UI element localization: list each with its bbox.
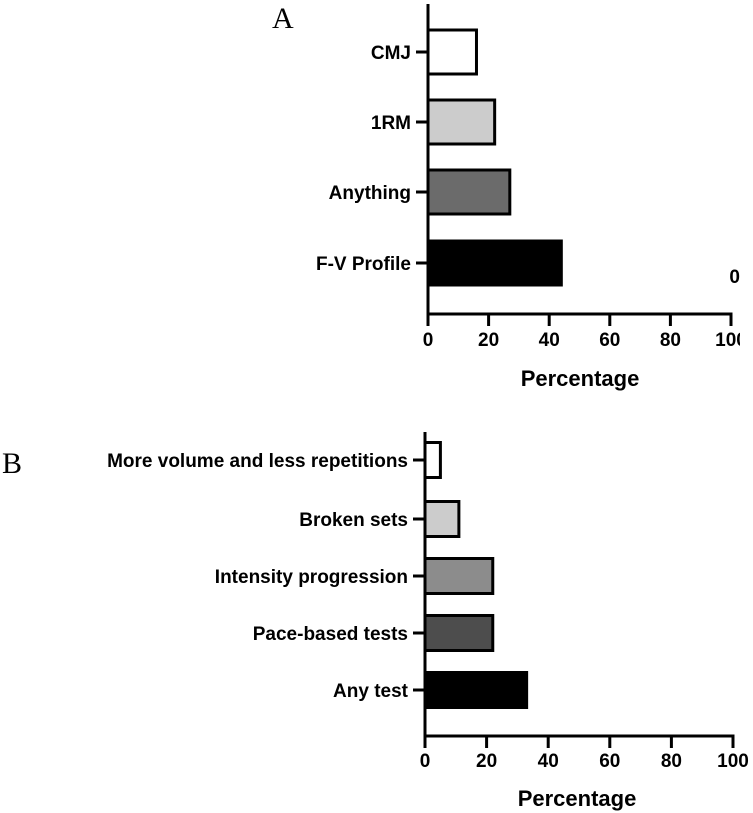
x-tick-label-b-3: 60: [599, 751, 620, 772]
category-label-b-1: Broken sets: [299, 510, 408, 531]
bar-b-3: [423, 614, 495, 652]
chart-panel-a: A CMJ 1RM Anything F-V Profile 0 20 40 60 80 100 P…: [272, 2, 747, 391]
bar-a-2: [426, 168, 512, 216]
x-tick-label-a-3: 60: [599, 330, 620, 351]
x-tick-label-b-5: 100: [717, 751, 749, 772]
panel-letter-a: A: [272, 2, 294, 35]
bar-a-1: [426, 98, 497, 146]
bar-b-1: [423, 500, 461, 538]
x-tick-label-b-4: 80: [661, 751, 682, 772]
chart-panel-b: B More volume and less repetitions Broken…: [2, 432, 749, 811]
x-tick-label-a-1: 20: [478, 330, 499, 351]
bar-b-2: [423, 557, 495, 595]
x-tick-label-a-0: 0: [423, 330, 434, 351]
category-label-a-0: CMJ: [371, 43, 411, 64]
bar-a-3: [426, 239, 563, 287]
bar-a-0: [426, 28, 478, 76]
x-tick-label-b-0: 0: [420, 751, 431, 772]
x-tick-label-a-4: 80: [660, 330, 681, 351]
x-tick-label-a-5: 100: [715, 330, 747, 351]
x-tick-label-b-2: 40: [538, 751, 559, 772]
panel-letter-b: B: [2, 447, 22, 480]
category-label-a-3: F-V Profile: [316, 254, 411, 275]
x-tick-label-a-2: 40: [539, 330, 560, 351]
category-label-b-2: Intensity progression: [215, 567, 408, 588]
stray-tick-label: 0: [729, 267, 740, 288]
x-tick-label-b-1: 20: [476, 751, 497, 772]
bar-b-0: [423, 441, 442, 479]
x-axis-title-a: Percentage: [521, 366, 640, 391]
category-label-b-0: More volume and less repetitions: [107, 451, 408, 472]
category-label-a-1: 1RM: [371, 113, 411, 134]
category-label-b-3: Pace-based tests: [253, 624, 408, 645]
x-axis-title-b: Percentage: [518, 786, 637, 811]
category-label-b-4: Any test: [333, 681, 409, 702]
category-label-a-2: Anything: [329, 183, 411, 204]
bar-b-4: [423, 671, 529, 709]
